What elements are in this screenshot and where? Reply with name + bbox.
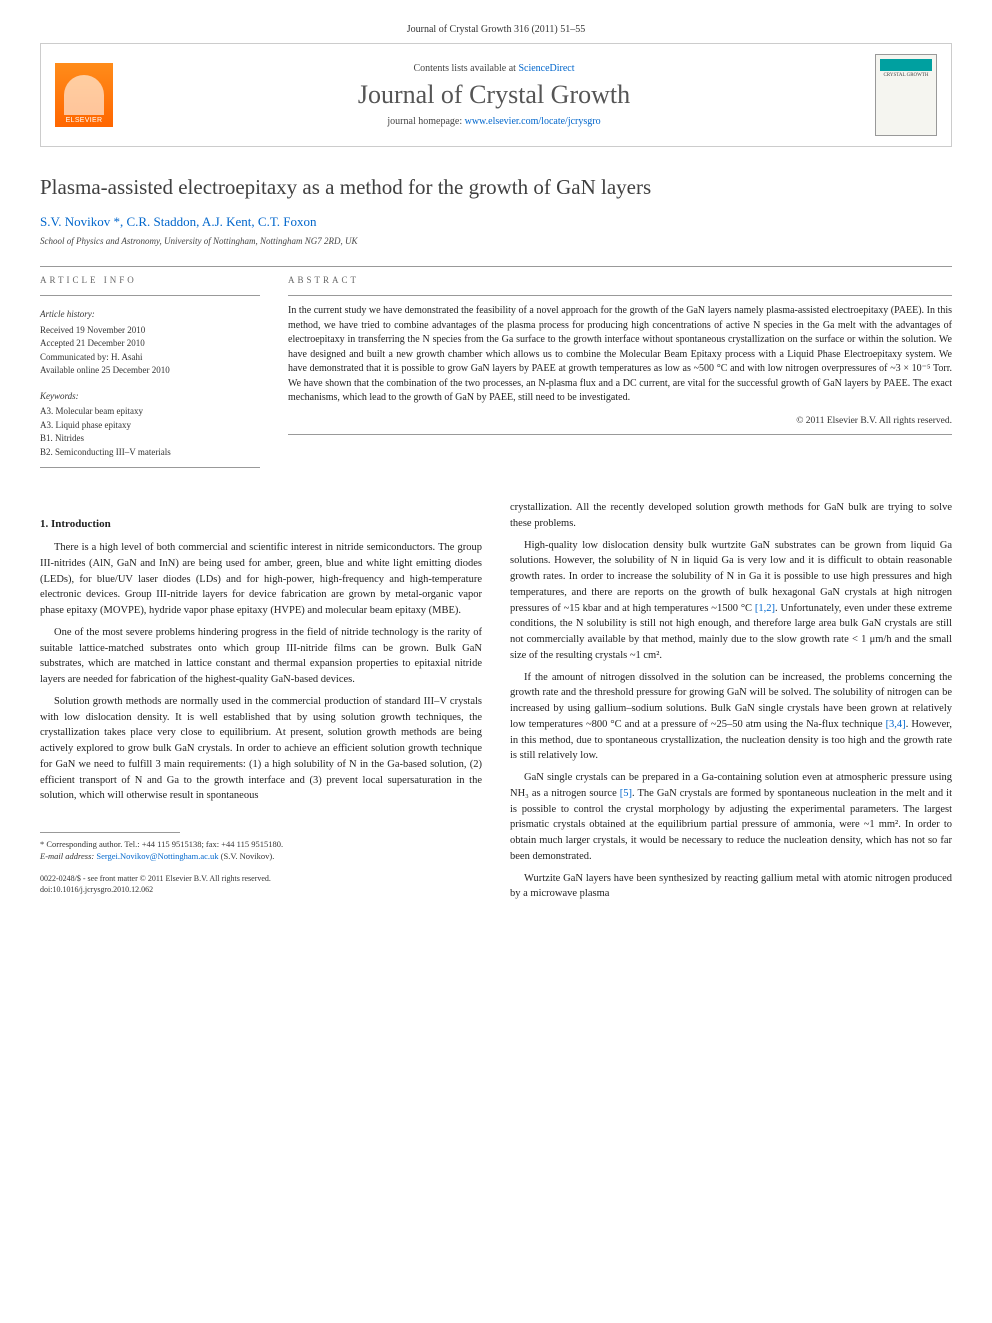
issn-line: 0022-0248/$ - see front matter © 2011 El… [40, 873, 482, 884]
article-title: Plasma-assisted electroepitaxy as a meth… [40, 175, 952, 200]
abstract-divider-2 [288, 434, 952, 435]
body-paragraph: High-quality low dislocation density bul… [510, 538, 952, 664]
abstract-column: ABSTRACT In the current study we have de… [288, 275, 952, 476]
abstract-heading: ABSTRACT [288, 275, 952, 285]
cover-text: CRYSTAL GROWTH [883, 73, 928, 79]
section-title: Introduction [51, 518, 111, 530]
available-online: Available online 25 December 2010 [40, 364, 260, 378]
keywords-label: Keywords: [40, 390, 260, 404]
imprint-block: 0022-0248/$ - see front matter © 2011 El… [40, 873, 482, 895]
corresponding-line: * Corresponding author. Tel.: +44 115 95… [40, 839, 482, 851]
reference-link[interactable]: [1,2] [755, 603, 775, 614]
elsevier-tree-icon [64, 75, 104, 115]
section-number: 1. [40, 518, 48, 530]
author-link[interactable]: S.V. Novikov *, C.R. Staddon, A.J. Kent,… [40, 214, 317, 229]
body-paragraph: If the amount of nitrogen dissolved in t… [510, 670, 952, 765]
body-right-column: crystallization. All the recently develo… [510, 500, 952, 908]
info-abstract-row: ARTICLE INFO Article history: Received 1… [40, 275, 952, 476]
email-link[interactable]: Sergei.Novikov@Nottingham.ac.uk [96, 851, 218, 861]
footnote-divider [40, 832, 180, 833]
contents-prefix: Contents lists available at [413, 63, 518, 74]
corresponding-author-footnote: * Corresponding author. Tel.: +44 115 95… [40, 839, 482, 863]
contents-line: Contents lists available at ScienceDirec… [127, 63, 861, 74]
body-paragraph: There is a high level of both commercial… [40, 540, 482, 619]
article-info-heading: ARTICLE INFO [40, 275, 260, 285]
communicated-by: Communicated by: H. Asahi [40, 351, 260, 365]
homepage-line: journal homepage: www.elsevier.com/locat… [127, 116, 861, 127]
keyword-item: A3. Molecular beam epitaxy [40, 405, 260, 419]
elsevier-logo: ELSEVIER [55, 63, 113, 127]
divider-top [40, 266, 952, 267]
history-label: Article history: [40, 308, 260, 322]
body-paragraph: crystallization. All the recently develo… [510, 500, 952, 532]
abstract-text: In the current study we have demonstrate… [288, 304, 952, 406]
section-heading: 1. Introduction [40, 518, 482, 530]
email-suffix: (S.V. Novikov). [221, 851, 275, 861]
elsevier-label: ELSEVIER [66, 117, 103, 124]
abstract-divider-1 [288, 295, 952, 296]
body-left-column: 1. Introduction There is a high level of… [40, 500, 482, 908]
journal-header-box: ELSEVIER Contents lists available at Sci… [40, 43, 952, 147]
info-divider-2 [40, 467, 260, 468]
authors-line: S.V. Novikov *, C.R. Staddon, A.J. Kent,… [40, 214, 952, 230]
keyword-item: A3. Liquid phase epitaxy [40, 419, 260, 433]
article-info-column: ARTICLE INFO Article history: Received 1… [40, 275, 260, 476]
body-paragraph: Wurtzite GaN layers have been synthesize… [510, 871, 952, 903]
sciencedirect-link[interactable]: ScienceDirect [518, 63, 574, 74]
keyword-item: B2. Semiconducting III–V materials [40, 446, 260, 460]
info-divider-1 [40, 295, 260, 296]
keyword-item: B1. Nitrides [40, 432, 260, 446]
received-date: Received 19 November 2010 [40, 324, 260, 338]
accepted-date: Accepted 21 December 2010 [40, 337, 260, 351]
journal-header-citation: Journal of Crystal Growth 316 (2011) 51–… [40, 24, 952, 35]
article-history-block: Article history: Received 19 November 20… [40, 308, 260, 459]
email-label: E-mail address: [40, 851, 94, 861]
affiliation: School of Physics and Astronomy, Univers… [40, 236, 952, 246]
homepage-prefix: journal homepage: [387, 116, 464, 127]
body-paragraph: One of the most severe problems hinderin… [40, 625, 482, 688]
header-center: Contents lists available at ScienceDirec… [127, 63, 861, 127]
journal-title: Journal of Crystal Growth [127, 80, 861, 110]
copyright-line: © 2011 Elsevier B.V. All rights reserved… [288, 416, 952, 426]
body-paragraph: GaN single crystals can be prepared in a… [510, 770, 952, 865]
cover-band [880, 59, 932, 71]
body-columns: 1. Introduction There is a high level of… [40, 500, 952, 908]
reference-link[interactable]: [5] [620, 788, 632, 799]
journal-cover-thumbnail: CRYSTAL GROWTH [875, 54, 937, 136]
reference-link[interactable]: [3,4] [886, 719, 906, 730]
homepage-link[interactable]: www.elsevier.com/locate/jcrysgro [465, 116, 601, 127]
doi-line: doi:10.1016/j.jcrysgro.2010.12.062 [40, 884, 482, 895]
body-paragraph: Solution growth methods are normally use… [40, 694, 482, 804]
